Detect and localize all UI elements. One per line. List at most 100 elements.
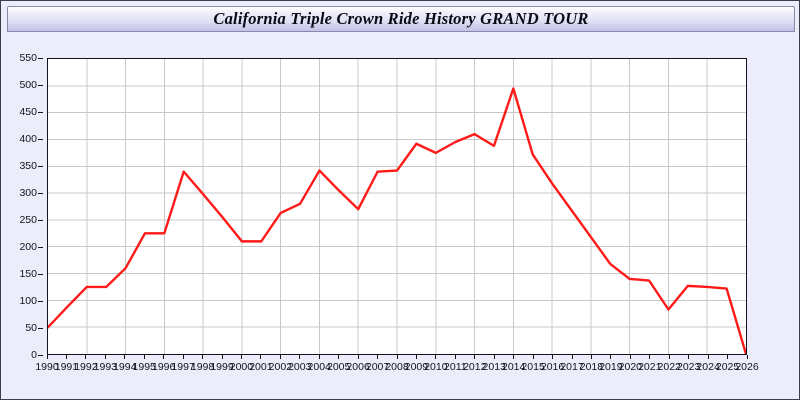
x-tick-mark xyxy=(163,355,165,359)
x-tick-mark xyxy=(338,355,340,359)
title-bar: California Triple Crown Ride History GRA… xyxy=(7,6,795,32)
x-tick-mark xyxy=(279,355,281,359)
x-tick-label: 2014 xyxy=(501,361,526,373)
x-tick-mark xyxy=(377,355,379,359)
x-tick-label: 2022 xyxy=(657,361,681,373)
y-tick-label: 250 xyxy=(19,214,37,226)
x-tick-mark xyxy=(727,355,729,359)
x-tick-label: 1992 xyxy=(74,361,98,373)
y-tick-label: 300 xyxy=(19,187,37,199)
x-tick-label: 2017 xyxy=(560,361,584,373)
x-tick-label: 2006 xyxy=(346,361,370,373)
x-tick-label: 2013 xyxy=(482,361,506,373)
x-tick-mark xyxy=(202,355,204,359)
x-tick-label: 2003 xyxy=(288,361,312,373)
y-tick-label: 0 xyxy=(31,349,37,361)
x-tick-label: 2026 xyxy=(735,361,759,373)
y-tick-mark xyxy=(38,354,43,356)
x-tick-label: 2010 xyxy=(424,361,448,373)
x-tick-mark xyxy=(415,355,417,359)
x-tick-label: 1999 xyxy=(210,361,234,373)
x-tick-mark xyxy=(668,355,670,359)
x-tick-mark xyxy=(396,355,398,359)
x-tick-mark xyxy=(299,355,301,359)
x-tick-mark xyxy=(610,355,612,359)
x-tick-mark xyxy=(532,355,534,359)
y-tick-mark xyxy=(38,165,43,167)
x-tick-mark xyxy=(552,355,554,359)
x-tick-mark xyxy=(124,355,126,359)
y-tick-label: 350 xyxy=(19,160,37,172)
y-tick-label: 50 xyxy=(25,322,37,334)
x-tick-label: 2018 xyxy=(579,361,604,373)
x-tick-mark xyxy=(746,355,748,359)
x-tick-mark xyxy=(260,355,262,359)
y-tick-label: 200 xyxy=(19,241,37,253)
y-tick-mark xyxy=(38,84,43,86)
x-tick-label: 2000 xyxy=(229,361,254,373)
x-tick-mark xyxy=(688,355,690,359)
x-tick-label: 2001 xyxy=(249,361,273,373)
x-tick-mark xyxy=(104,355,106,359)
x-tick-mark xyxy=(513,355,515,359)
x-tick-label: 2015 xyxy=(521,361,545,373)
y-tick-mark xyxy=(38,192,43,194)
y-tick-mark xyxy=(38,246,43,248)
x-tick-label: 2012 xyxy=(463,361,487,373)
y-tick-mark xyxy=(38,219,43,221)
y-tick-mark xyxy=(38,273,43,275)
x-tick-label: 1991 xyxy=(54,361,79,373)
x-tick-label: 2005 xyxy=(326,361,351,373)
x-tick-mark xyxy=(435,355,437,359)
page-title: California Triple Crown Ride History GRA… xyxy=(213,9,589,28)
y-tick-label: 100 xyxy=(19,295,37,307)
x-tick-label: 2016 xyxy=(540,361,565,373)
x-tick-label: 1996 xyxy=(151,361,176,373)
x-tick-label: 2024 xyxy=(696,361,720,373)
y-axis-tick-labels: 0 50 100 150 200 250 300 350 400 450 500 550 xyxy=(1,52,43,361)
x-tick-label: 2009 xyxy=(404,361,429,373)
x-tick-label: 1995 xyxy=(132,361,156,373)
x-tick-label: 1990 xyxy=(35,361,59,373)
y-tick-label: 500 xyxy=(19,79,37,91)
x-tick-label: 2007 xyxy=(365,361,390,373)
x-tick-mark xyxy=(240,355,242,359)
y-tick-label: 550 xyxy=(19,52,37,64)
x-tick-mark xyxy=(182,355,184,359)
y-tick-mark xyxy=(38,57,43,59)
x-axis-tick-labels: 1990 1991 1992 1993 1994 1995 1996 1997 1998 1999… xyxy=(35,355,759,379)
y-tick-mark xyxy=(38,327,43,329)
grid-lines xyxy=(48,59,746,354)
x-tick-mark xyxy=(590,355,592,359)
x-tick-label: 1994 xyxy=(113,361,137,373)
x-tick-label: 1997 xyxy=(171,361,195,373)
x-tick-label: 1993 xyxy=(93,361,118,373)
y-tick-label: 450 xyxy=(19,106,37,118)
x-tick-label: 2011 xyxy=(444,361,467,373)
x-tick-mark xyxy=(318,355,320,359)
x-tick-mark xyxy=(65,355,67,359)
x-tick-mark xyxy=(221,355,223,359)
y-tick-mark xyxy=(38,300,43,302)
y-tick-mark xyxy=(38,111,43,113)
x-tick-mark xyxy=(629,355,631,359)
x-tick-label: 2019 xyxy=(599,361,623,373)
x-tick-label: 2004 xyxy=(307,361,331,373)
x-tick-mark xyxy=(46,355,48,359)
x-tick-label: 1998 xyxy=(190,361,215,373)
riders-line-series xyxy=(48,59,746,354)
y-tick-label: 400 xyxy=(19,133,37,145)
x-tick-label: 2020 xyxy=(618,361,643,373)
plot-area xyxy=(47,58,747,355)
x-tick-mark xyxy=(143,355,145,359)
x-tick-mark xyxy=(85,355,87,359)
y-tick-label: 150 xyxy=(19,268,37,280)
x-tick-mark xyxy=(649,355,651,359)
x-tick-mark xyxy=(571,355,573,359)
x-tick-label: 2025 xyxy=(715,361,740,373)
x-tick-label: 2023 xyxy=(676,361,701,373)
x-tick-mark xyxy=(357,355,359,359)
x-tick-mark xyxy=(707,355,709,359)
x-tick-label: 2021 xyxy=(638,361,662,373)
